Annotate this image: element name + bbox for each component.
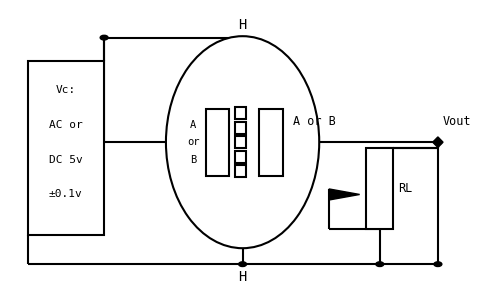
Circle shape [238,262,246,266]
Polygon shape [329,189,360,200]
Circle shape [434,262,442,266]
Text: AC or: AC or [49,120,82,130]
Text: Vc:: Vc: [56,85,76,95]
Text: A: A [190,120,196,130]
Circle shape [100,35,108,40]
Text: H: H [238,270,247,284]
Bar [234,122,246,134]
Bar [259,109,282,176]
Text: H: H [238,17,247,32]
Bar [234,107,246,119]
Text: Vout: Vout [443,115,472,128]
Text: RL: RL [398,182,412,195]
Text: ±0.1v: ±0.1v [49,189,82,200]
Text: A or B: A or B [292,115,336,128]
Text: B: B [190,155,196,165]
Bar [206,109,229,176]
Circle shape [434,140,442,144]
Bar [28,61,104,235]
Bar [234,165,246,177]
Text: or: or [187,137,200,147]
Text: DC 5v: DC 5v [49,155,82,165]
Bar [234,136,246,148]
Bar [234,151,246,163]
Ellipse shape [166,36,319,248]
Circle shape [376,262,384,266]
Bar [366,148,394,229]
Polygon shape [432,137,443,147]
